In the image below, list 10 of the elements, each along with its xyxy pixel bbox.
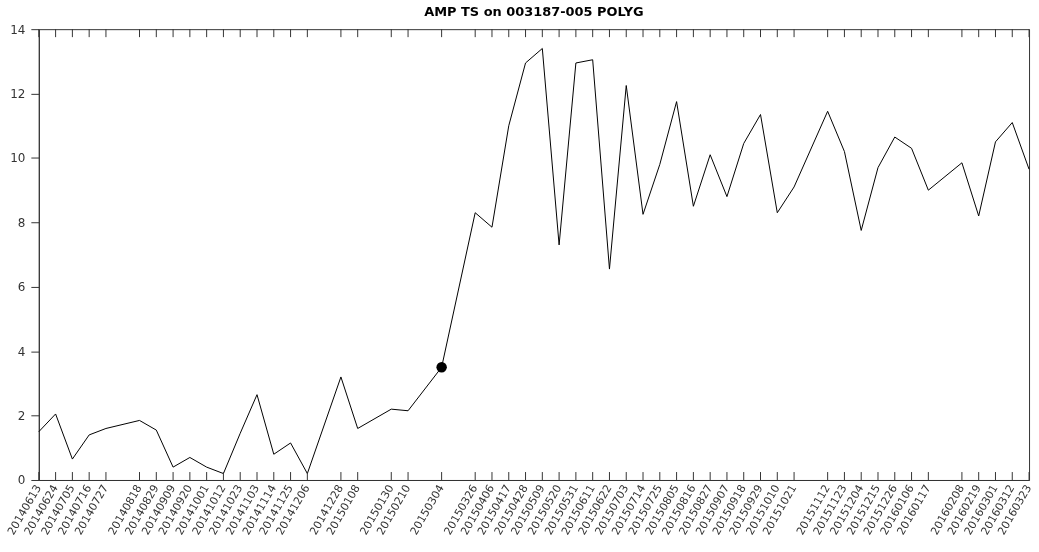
y-tick-label: 0 [17, 473, 26, 488]
y-tick-label: 14 [10, 22, 26, 37]
y-tick-label: 10 [10, 151, 26, 166]
chart-title: AMP TS on 003187-005 POLYG [424, 4, 644, 20]
y-tick-label: 6 [17, 280, 26, 295]
y-tick-label: 12 [10, 87, 26, 102]
y-tick-label: 2 [17, 409, 26, 424]
line-series [38, 47, 1030, 475]
y-tick-label: 4 [17, 344, 26, 359]
y-tick-label: 8 [17, 215, 26, 230]
